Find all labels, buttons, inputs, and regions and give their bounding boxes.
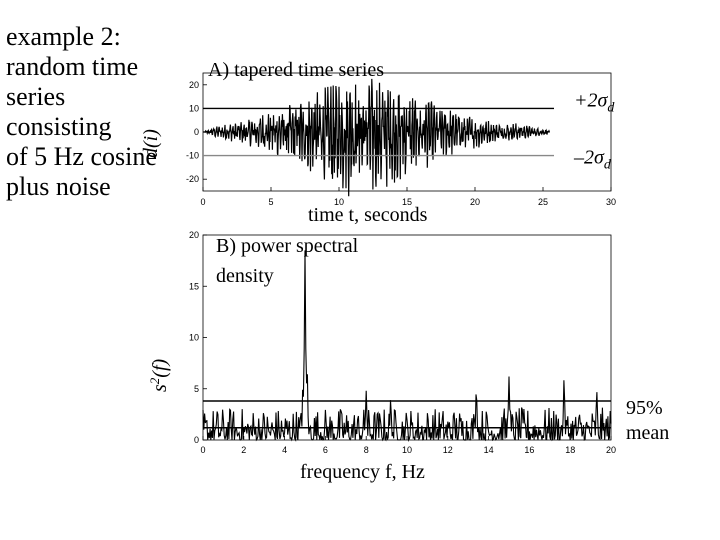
chart-b-ytick-label: 20 (189, 230, 199, 240)
chart-b-series-line (202, 250, 612, 442)
chart-a-xtick-label: 10 (334, 197, 344, 207)
chart-a: 0 5 10 15 20 25 30 20 10 0 -10 -20 +2σd –2σd (186, 72, 616, 207)
chart-b-xtick-label: 12 (443, 445, 453, 455)
chart-b-title-line-2: density (216, 265, 274, 287)
chart-a-ytick-label: -10 (186, 151, 199, 161)
chart-b-xtick-label: 14 (484, 445, 494, 455)
chart-b-xtick-label: 0 (200, 445, 205, 455)
chart-b-xtick-label: 4 (282, 445, 287, 455)
chart-a-xlabel: time t, seconds (308, 204, 428, 226)
chart-b-xtick-label: 16 (524, 445, 534, 455)
chart-a-xtick-label: 30 (606, 197, 616, 207)
chart-a-series-line (203, 78, 550, 197)
chart-a-ytick-label: 20 (189, 80, 199, 90)
chart-a-ytick-label: 10 (189, 103, 199, 113)
chart-b: 0 2 4 6 8 10 12 14 16 18 20 20 15 10 5 0 95% mean (189, 230, 669, 455)
chart-a-ytick-label: 0 (194, 127, 199, 137)
chart-a-xtick-label: 5 (268, 197, 273, 207)
chart-b-ylabel: s2(f) (147, 358, 171, 392)
slide-title-line: random time (6, 52, 139, 81)
chart-a-xtick-label: 20 (470, 197, 480, 207)
chart-b-95-percent-label: 95% (626, 397, 663, 419)
slide-title: example 2: random time series consisting… (6, 22, 176, 202)
chart-b-ytick-label: 0 (194, 435, 199, 445)
chart-b-xtick-label: 20 (606, 445, 616, 455)
chart-b-xtick-label: 2 (241, 445, 246, 455)
chart-b-mean-label: mean (626, 422, 669, 444)
chart-b-ytick-label: 5 (194, 384, 199, 394)
chart-a-xtick-label: 0 (200, 197, 205, 207)
chart-b-ytick-label: 15 (189, 281, 199, 291)
chart-b-xtick-label: 10 (402, 445, 412, 455)
chart-a-title: A) tapered time series (208, 59, 384, 81)
chart-b-xtick-label: 8 (364, 445, 369, 455)
chart-a-ylabel: d(i) (140, 129, 162, 158)
chart-b-xtick-label: 6 (323, 445, 328, 455)
chart-b-xtick-label: 18 (565, 445, 575, 455)
slide-title-line: plus noise (6, 172, 111, 201)
chart-a-plus2sigma-label: +2σd (574, 89, 615, 115)
slide-title-line: of 5 Hz cosine (6, 142, 157, 171)
chart-b-xlabel: frequency f, Hz (300, 461, 425, 483)
chart-b-ytick-label: 10 (189, 333, 199, 343)
slide-title-line: consisting (6, 112, 112, 141)
chart-b-title-line-1: B) power spectral (216, 235, 359, 257)
chart-a-minus2sigma-label: –2σd (573, 147, 612, 173)
chart-a-ytick-label: -20 (186, 174, 199, 184)
slide-title-line: series (6, 82, 66, 111)
chart-a-xtick-label: 15 (402, 197, 412, 207)
slide-title-line: example 2: (6, 22, 121, 51)
chart-a-xtick-label: 25 (538, 197, 548, 207)
